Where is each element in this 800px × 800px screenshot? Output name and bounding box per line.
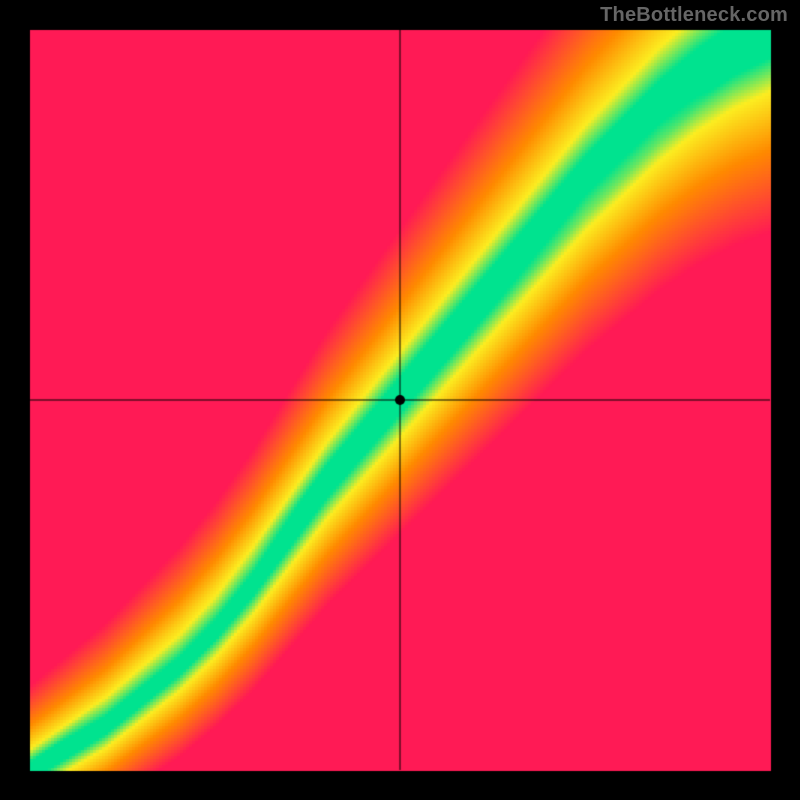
watermark-text: TheBottleneck.com — [600, 4, 788, 27]
bottleneck-heatmap — [0, 0, 800, 800]
chart-container: TheBottleneck.com — [0, 0, 800, 800]
